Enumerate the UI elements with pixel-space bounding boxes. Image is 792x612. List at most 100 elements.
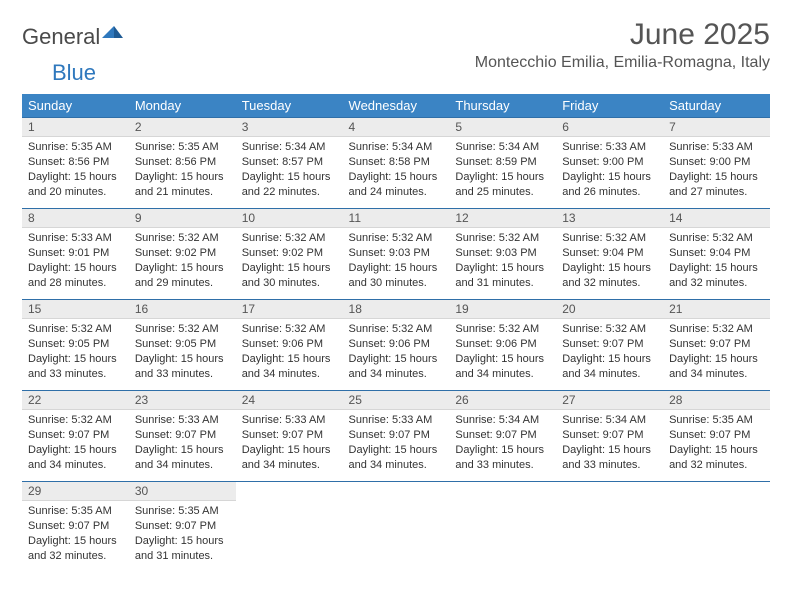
daylight-line: Daylight: 15 hours and 32 minutes. xyxy=(562,261,657,291)
day-cell: Sunrise: 5:34 AMSunset: 9:07 PMDaylight:… xyxy=(449,410,556,482)
sunrise-label: Sunrise: xyxy=(135,141,175,153)
day-header: Saturday xyxy=(663,94,770,118)
sunrise-label: Sunrise: xyxy=(28,232,68,244)
day-number-cell: 9 xyxy=(129,209,236,228)
day-number-cell: 24 xyxy=(236,391,343,410)
day-number-row: 22232425262728 xyxy=(22,391,770,410)
sunrise-line: Sunrise: 5:33 AM xyxy=(349,413,444,428)
day-number-cell: 25 xyxy=(343,391,450,410)
sunset-value: 8:59 PM xyxy=(496,156,537,168)
daylight-label: Daylight: xyxy=(669,171,712,183)
sunset-value: 9:00 PM xyxy=(709,156,750,168)
sunset-value: 9:00 PM xyxy=(603,156,644,168)
daylight-line: Daylight: 15 hours and 30 minutes. xyxy=(349,261,444,291)
sunrise-value: 5:33 AM xyxy=(606,141,646,153)
sunrise-label: Sunrise: xyxy=(562,141,602,153)
daylight-line: Daylight: 15 hours and 34 minutes. xyxy=(135,443,230,473)
sunset-line: Sunset: 9:02 PM xyxy=(242,246,337,261)
daylight-label: Daylight: xyxy=(135,535,178,547)
day-number: 30 xyxy=(135,484,148,498)
sunrise-line: Sunrise: 5:33 AM xyxy=(135,413,230,428)
day-cell: Sunrise: 5:35 AMSunset: 8:56 PMDaylight:… xyxy=(22,137,129,209)
day-number: 7 xyxy=(669,120,676,134)
day-number: 23 xyxy=(135,393,148,407)
sunrise-label: Sunrise: xyxy=(562,414,602,426)
day-number-cell: 7 xyxy=(663,118,770,137)
sunset-value: 9:03 PM xyxy=(496,247,537,259)
sunset-label: Sunset: xyxy=(242,156,279,168)
daylight-line: Daylight: 15 hours and 34 minutes. xyxy=(242,443,337,473)
sunrise-value: 5:32 AM xyxy=(285,323,325,335)
daylight-label: Daylight: xyxy=(669,353,712,365)
sunset-label: Sunset: xyxy=(562,247,599,259)
sunrise-label: Sunrise: xyxy=(135,323,175,335)
sunrise-line: Sunrise: 5:32 AM xyxy=(242,231,337,246)
sunrise-value: 5:32 AM xyxy=(71,414,111,426)
sunrise-label: Sunrise: xyxy=(28,414,68,426)
daylight-label: Daylight: xyxy=(135,353,178,365)
day-cell: Sunrise: 5:32 AMSunset: 9:06 PMDaylight:… xyxy=(236,319,343,391)
daylight-label: Daylight: xyxy=(242,171,285,183)
day-number: 14 xyxy=(669,211,682,225)
day-cell xyxy=(236,501,343,573)
day-number-cell: 1 xyxy=(22,118,129,137)
sunset-line: Sunset: 9:00 PM xyxy=(562,155,657,170)
day-number: 26 xyxy=(455,393,468,407)
sunrise-value: 5:32 AM xyxy=(285,232,325,244)
sunset-line: Sunset: 9:01 PM xyxy=(28,246,123,261)
sunrise-value: 5:34 AM xyxy=(285,141,325,153)
day-cell: Sunrise: 5:32 AMSunset: 9:06 PMDaylight:… xyxy=(449,319,556,391)
sunrise-value: 5:35 AM xyxy=(178,505,218,517)
day-number: 19 xyxy=(455,302,468,316)
sunset-label: Sunset: xyxy=(28,338,65,350)
day-number-cell: 3 xyxy=(236,118,343,137)
day-cell: Sunrise: 5:32 AMSunset: 9:07 PMDaylight:… xyxy=(663,319,770,391)
sunrise-value: 5:33 AM xyxy=(712,141,752,153)
sunset-label: Sunset: xyxy=(349,247,386,259)
sunset-label: Sunset: xyxy=(135,338,172,350)
daylight-line: Daylight: 15 hours and 34 minutes. xyxy=(349,443,444,473)
day-body-row: Sunrise: 5:32 AMSunset: 9:05 PMDaylight:… xyxy=(22,319,770,391)
sunset-label: Sunset: xyxy=(135,429,172,441)
sunrise-value: 5:35 AM xyxy=(712,414,752,426)
sunset-value: 9:01 PM xyxy=(68,247,109,259)
day-number: 3 xyxy=(242,120,249,134)
daylight-label: Daylight: xyxy=(562,444,605,456)
daylight-label: Daylight: xyxy=(562,171,605,183)
sunset-value: 9:07 PM xyxy=(709,338,750,350)
day-cell: Sunrise: 5:32 AMSunset: 9:04 PMDaylight:… xyxy=(556,228,663,300)
sunrise-label: Sunrise: xyxy=(562,323,602,335)
sunset-label: Sunset: xyxy=(242,247,279,259)
sunrise-label: Sunrise: xyxy=(28,141,68,153)
sunrise-line: Sunrise: 5:32 AM xyxy=(28,322,123,337)
sunset-value: 9:05 PM xyxy=(175,338,216,350)
sunrise-line: Sunrise: 5:33 AM xyxy=(562,140,657,155)
day-header-row: Sunday Monday Tuesday Wednesday Thursday… xyxy=(22,94,770,118)
sunrise-value: 5:32 AM xyxy=(178,323,218,335)
daylight-label: Daylight: xyxy=(349,171,392,183)
sunset-value: 9:07 PM xyxy=(68,520,109,532)
day-number-cell: 20 xyxy=(556,300,663,319)
day-cell: Sunrise: 5:32 AMSunset: 9:06 PMDaylight:… xyxy=(343,319,450,391)
daylight-line: Daylight: 15 hours and 28 minutes. xyxy=(28,261,123,291)
sunrise-value: 5:34 AM xyxy=(392,141,432,153)
day-number-cell: 11 xyxy=(343,209,450,228)
sunrise-value: 5:34 AM xyxy=(499,141,539,153)
sunrise-value: 5:32 AM xyxy=(392,232,432,244)
day-cell: Sunrise: 5:32 AMSunset: 9:03 PMDaylight:… xyxy=(343,228,450,300)
day-number-cell xyxy=(236,482,343,501)
sunrise-label: Sunrise: xyxy=(669,414,709,426)
daylight-line: Daylight: 15 hours and 33 minutes. xyxy=(135,352,230,382)
sunset-label: Sunset: xyxy=(28,429,65,441)
day-number-cell: 23 xyxy=(129,391,236,410)
daylight-line: Daylight: 15 hours and 21 minutes. xyxy=(135,170,230,200)
day-header: Thursday xyxy=(449,94,556,118)
day-cell xyxy=(663,501,770,573)
daylight-label: Daylight: xyxy=(669,262,712,274)
sunrise-value: 5:33 AM xyxy=(178,414,218,426)
day-header: Sunday xyxy=(22,94,129,118)
day-number-cell: 17 xyxy=(236,300,343,319)
day-number: 22 xyxy=(28,393,41,407)
sunset-value: 8:58 PM xyxy=(389,156,430,168)
daylight-label: Daylight: xyxy=(135,262,178,274)
